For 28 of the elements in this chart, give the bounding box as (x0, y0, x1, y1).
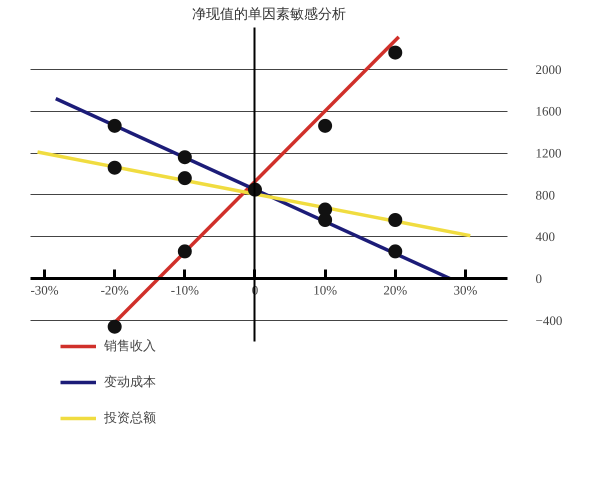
legend-label: 变动成本 (104, 373, 156, 391)
point (318, 118, 332, 133)
point (388, 213, 402, 227)
point (108, 118, 122, 133)
y-tick-label: 400 (536, 229, 555, 244)
point (108, 320, 122, 334)
y-tick-label: −400 (536, 312, 562, 328)
y-tick-label: 1200 (536, 146, 562, 161)
x-tick-label: -20% (100, 282, 129, 298)
legend-label: 投资总额 (104, 409, 156, 427)
y-tick-label: 800 (536, 187, 555, 202)
point (318, 202, 332, 217)
x-tick-label: -10% (170, 282, 200, 298)
y-tick-label: 2000 (536, 62, 562, 77)
legend-label: 销售收入 (104, 337, 156, 355)
y-tick-label: 0 (536, 271, 542, 286)
point (178, 150, 192, 164)
y-tick-label: 1600 (536, 104, 562, 119)
x-tick-label: 30% (453, 282, 478, 298)
x-tick-label: 20% (383, 282, 408, 298)
point (178, 171, 192, 186)
x-tick-label: 10% (313, 282, 338, 298)
point (108, 160, 122, 175)
point (388, 244, 402, 258)
chart-title: 净现值的单因素敏感分析 (192, 6, 346, 22)
x-tick-label: -30% (30, 282, 59, 298)
point (178, 244, 192, 258)
point (388, 46, 402, 60)
